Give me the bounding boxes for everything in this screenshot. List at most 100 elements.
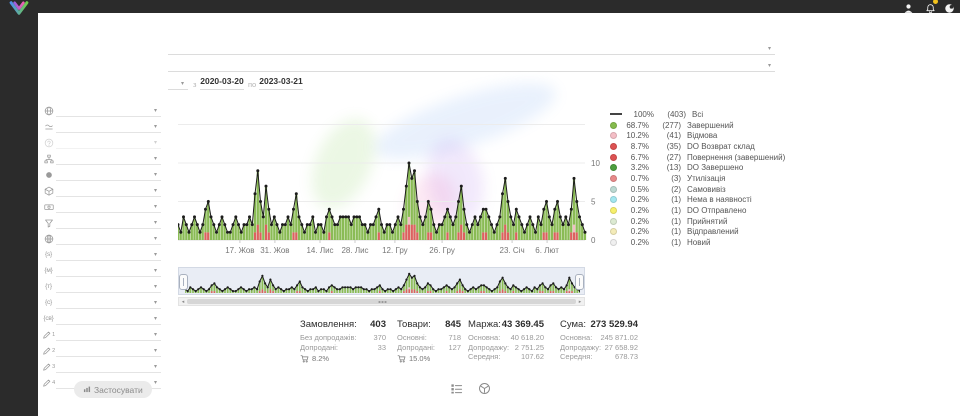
filter-select-1[interactable]: ▾: [56, 119, 161, 133]
navigator-chart: [185, 271, 580, 293]
legend-count: (35): [654, 142, 681, 151]
date-to-input[interactable]: 2023-03-21: [259, 76, 303, 90]
legend-item-6[interactable]: 0.7%(3)Утилізація: [610, 173, 820, 184]
apply-filters-button[interactable]: Застосувати: [74, 381, 152, 398]
svg-text:23. Січ: 23. Січ: [500, 246, 525, 255]
legend-item-5[interactable]: 3.2%(13)DO Завершено: [610, 162, 820, 173]
app-logo[interactable]: [7, 1, 31, 20]
summary-subrow: Допродажу:2 751.25: [468, 343, 544, 353]
legend-item-11[interactable]: 0.2%(1)Відправлений: [610, 227, 820, 238]
legend-label: DO Возврат склад: [687, 142, 755, 151]
legend-label: Прийнятий: [687, 217, 728, 226]
legend-item-3[interactable]: 8.7% (35) DO Возврат склад: [610, 141, 820, 152]
legend-percent: 8.7%: [622, 142, 649, 151]
legend-item-12[interactable]: 0.2%(1)Новий: [610, 237, 820, 248]
legend-swatch: [610, 164, 617, 171]
filter-select-2[interactable]: ▾: [56, 135, 161, 149]
chevron-down-icon: ▾: [154, 363, 157, 370]
filter-row-4: ▾: [38, 167, 168, 183]
chart-legend: 100%(403)Всі68.7%(277)Завершений10.2%(41…: [610, 109, 820, 248]
legend-label: Нема в наявності: [687, 195, 752, 204]
upsell-percent: 8.2%: [300, 354, 386, 364]
legend-count: (1): [654, 217, 681, 226]
filter-select-3[interactable]: ▾: [56, 151, 161, 165]
cube-view-icon[interactable]: [478, 382, 493, 397]
filter-row-8: ▾: [38, 231, 168, 247]
filter-row-12: {с}▾: [38, 295, 168, 311]
filter-select-8[interactable]: ▾: [56, 231, 161, 245]
summary-col-2: Маржа:43 369.45Основна:40 618.20Допродаж…: [468, 319, 544, 362]
legend-item-0[interactable]: 100%(403)Всі: [610, 109, 820, 120]
chip-icon: {s}: [42, 248, 55, 261]
filter-select-0[interactable]: ▾: [56, 103, 161, 117]
chevron-down-icon: ▾: [154, 347, 157, 354]
filter-row-15: 2▾: [38, 343, 168, 359]
date-to-label: по: [248, 80, 256, 89]
filter-select-4[interactable]: ▾: [56, 167, 161, 181]
filter-select-13[interactable]: ▾: [56, 311, 161, 325]
filter-select-10[interactable]: ▾: [56, 263, 161, 277]
pencil-icon: 1: [42, 328, 55, 341]
filter-select-6[interactable]: ▾: [56, 199, 161, 213]
filter-select-15[interactable]: ▾: [56, 343, 161, 357]
chart-scrollbar[interactable]: ◂ ▸: [178, 297, 585, 306]
legend-item-7[interactable]: 0.5%(2)Самовивіз: [610, 184, 820, 195]
legend-count: (403): [659, 110, 686, 119]
main-sidebar: [0, 0, 38, 416]
summary-header: Сума:273 529.94: [560, 319, 638, 330]
filter-select-11[interactable]: ▾: [56, 279, 161, 293]
legend-swatch: [610, 186, 617, 193]
top-bar: [0, 0, 960, 13]
filter-select-14[interactable]: ▾: [56, 327, 161, 341]
legend-percent: 100%: [627, 110, 654, 119]
user-icon[interactable]: [903, 1, 914, 12]
filter-select-5[interactable]: ▾: [56, 183, 161, 197]
filter-select-16[interactable]: ▾: [56, 359, 161, 373]
filter-select-7[interactable]: ▾: [56, 215, 161, 229]
chevron-down-icon: ▾: [154, 235, 157, 242]
chart-navigator[interactable]: [178, 267, 585, 295]
filter-select-12[interactable]: ▾: [56, 295, 161, 309]
scroll-right-arrow[interactable]: ▸: [576, 298, 584, 305]
legend-item-4[interactable]: 6.7%(27)Повернення (завершений): [610, 152, 820, 163]
list-view-icon[interactable]: [450, 382, 465, 397]
chevron-down-icon: ▾: [768, 62, 771, 69]
orders-status-chart[interactable]: 17. Жов31. Жов14. Лис28. Лис12. Гру26. Г…: [178, 98, 605, 258]
filter-row-5: ▾: [38, 183, 168, 199]
legend-item-9[interactable]: 0.2%(1)DO Отправлено: [610, 205, 820, 216]
legend-item-10[interactable]: 0.2% (1) Прийнятий: [610, 216, 820, 227]
filter-rows: ▾▾▾▾▾▾▾▾▾{s}▾{м}▾{т}▾{с}▾{св}▾1▾2▾3▾4▾: [38, 103, 168, 391]
legend-item-1[interactable]: 68.7%(277)Завершений: [610, 120, 820, 131]
date-from-input[interactable]: 2020-03-20: [200, 76, 244, 90]
chevron-down-icon: ▾: [154, 267, 157, 274]
svg-text:12. Гру: 12. Гру: [382, 246, 408, 255]
navigator-handle-right[interactable]: [575, 274, 584, 290]
legend-item-8[interactable]: 0.2%(1)Нема в наявності: [610, 195, 820, 206]
filter-row-2: ▾: [38, 135, 168, 151]
filter-select-9[interactable]: ▾: [56, 247, 161, 261]
legend-percent: 68.7%: [622, 121, 649, 130]
svg-text:28. Лис: 28. Лис: [341, 246, 368, 255]
legend-item-2[interactable]: 10.2%(41)Відмова: [610, 130, 820, 141]
package-icon: [42, 184, 55, 197]
chevron-down-icon: ▾: [154, 203, 157, 210]
banknote-icon: [42, 200, 55, 213]
wave-icon: [42, 120, 55, 133]
legend-percent: 0.7%: [622, 174, 649, 183]
pencil-icon: 2: [42, 344, 55, 357]
legend-label: Утилізація: [687, 174, 725, 183]
filter-row-9: {s}▾: [38, 247, 168, 263]
scrollbar-thumb[interactable]: [187, 299, 576, 304]
notifications-bell-icon[interactable]: [925, 1, 936, 12]
funnel-icon: [42, 216, 55, 229]
scroll-left-arrow[interactable]: ◂: [179, 298, 187, 305]
svg-text:14. Лис: 14. Лис: [306, 246, 333, 255]
svg-text:0: 0: [591, 236, 596, 245]
legend-percent: 0.2%: [622, 217, 649, 226]
summary-header: Товари:845: [397, 319, 461, 330]
theme-toggle-icon[interactable]: [944, 1, 955, 12]
analytics-dashboard: Всі ▾ Всі ▾ Розширений ▾ Додане ▾ з 2020…: [0, 0, 960, 416]
navigator-handle-left[interactable]: [179, 274, 188, 290]
chevron-down-icon: ▾: [768, 45, 771, 52]
chevron-down-icon: ▾: [154, 139, 157, 146]
